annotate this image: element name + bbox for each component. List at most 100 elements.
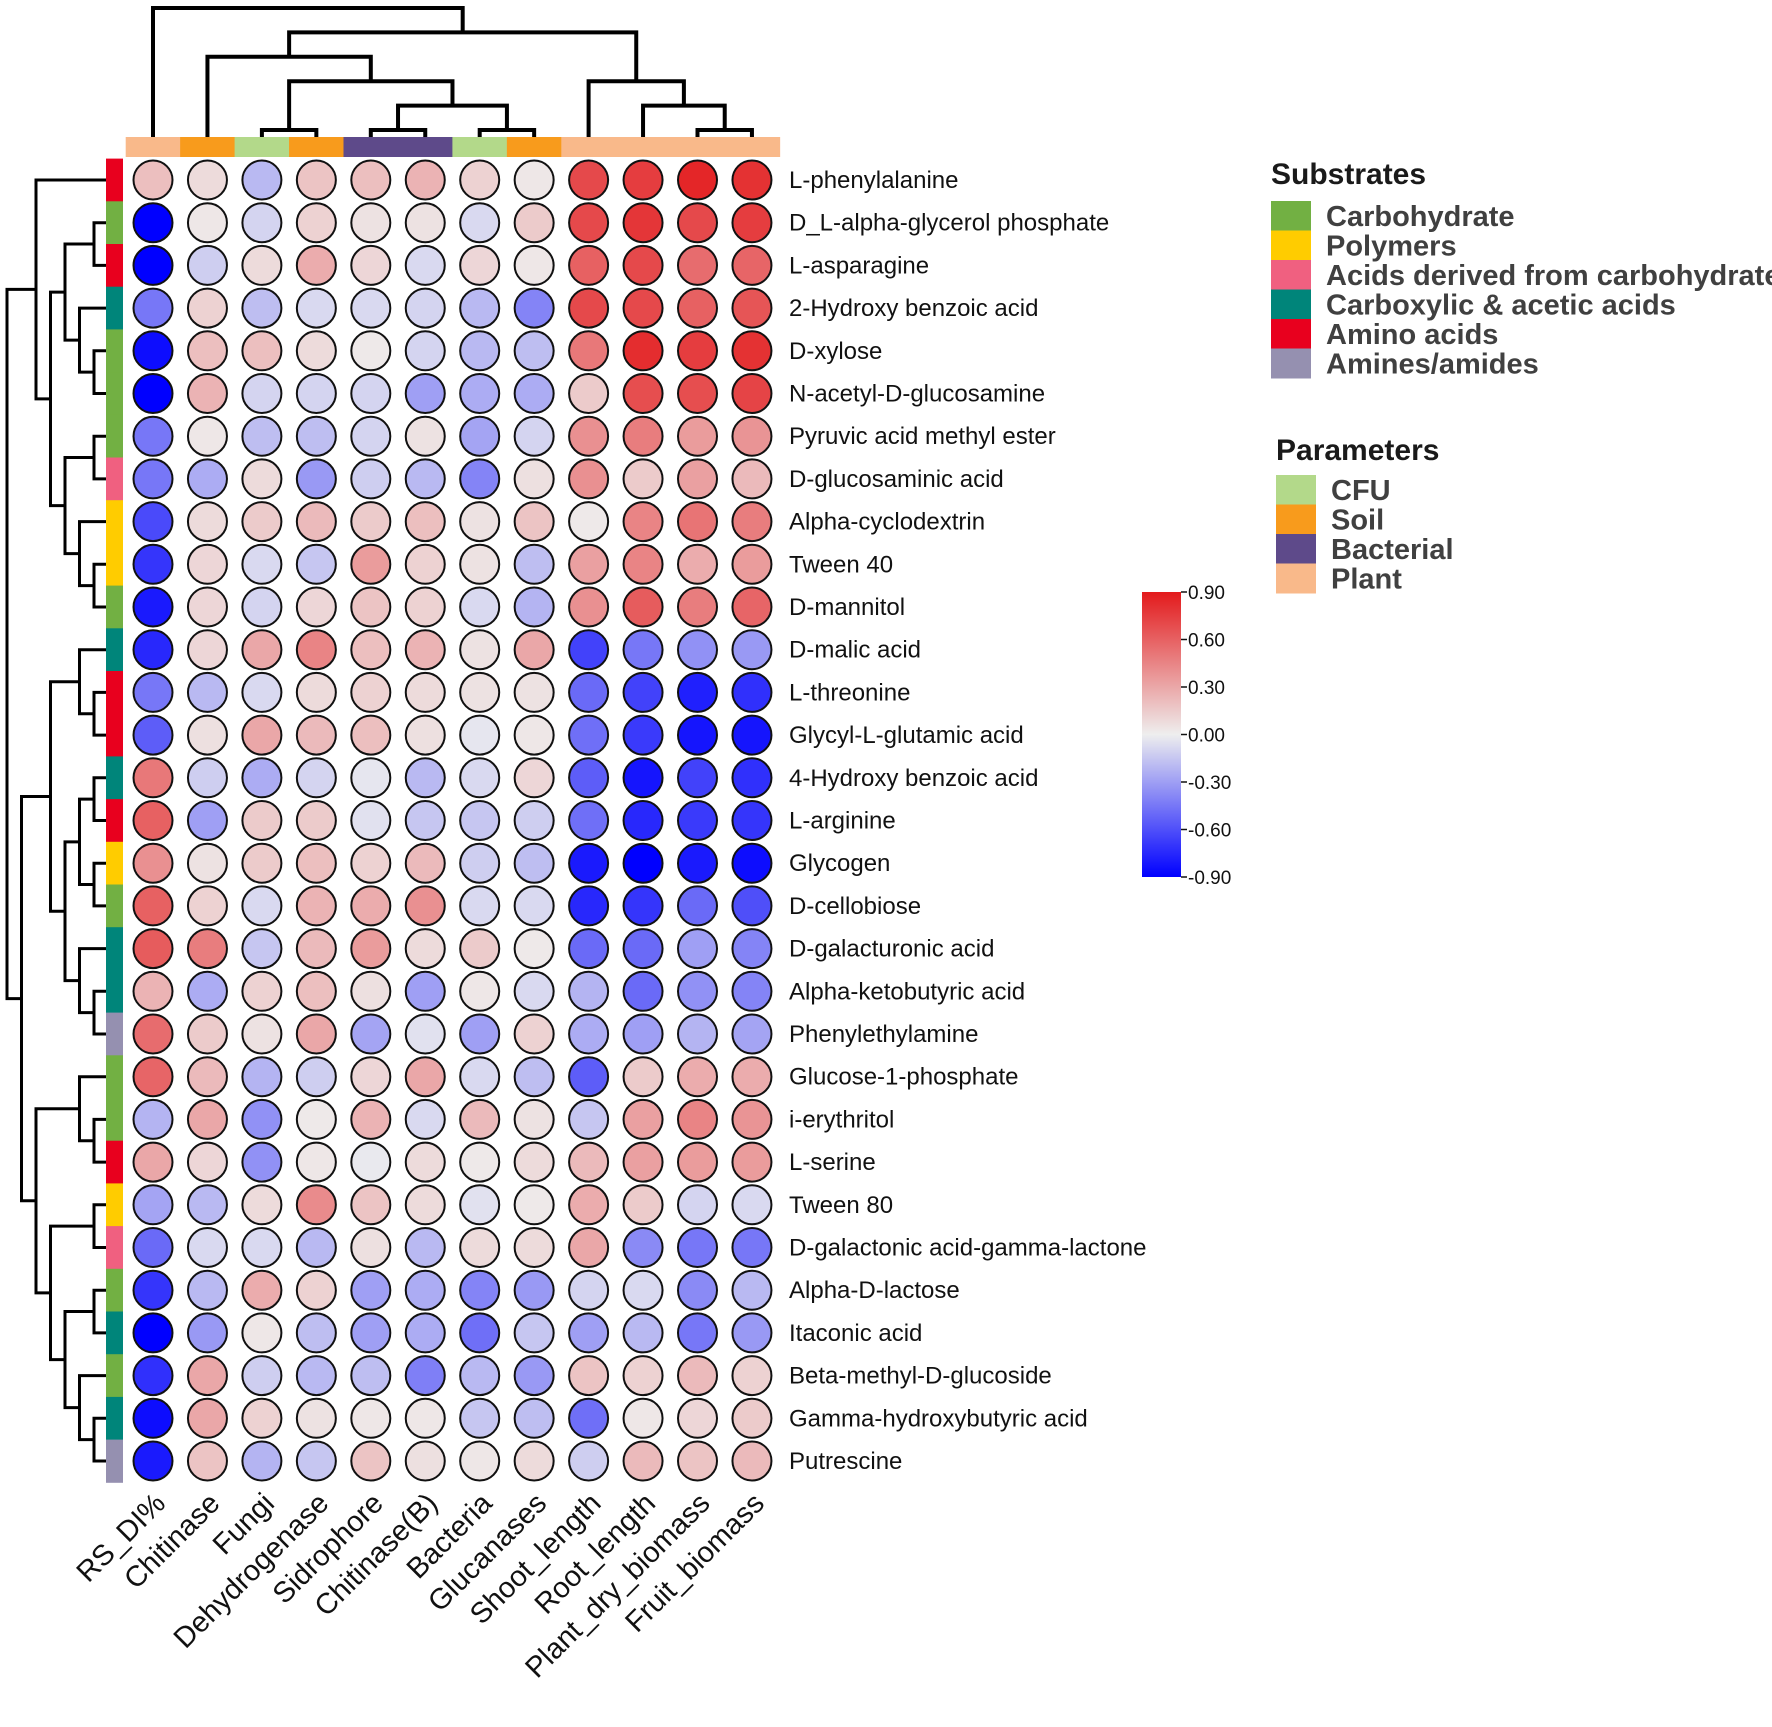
heatmap-cell	[731, 501, 773, 543]
heatmap-cell	[295, 1355, 337, 1397]
heatmap-cell	[295, 757, 337, 799]
heatmap-cell	[132, 885, 174, 927]
dendrogram-branch	[78, 648, 106, 716]
heatmap-cell	[622, 970, 664, 1012]
heatmap-cell	[513, 970, 555, 1012]
column-group-swatch	[289, 137, 345, 157]
dendrogram-branch	[259, 128, 319, 137]
row-label: L-serine	[789, 1149, 876, 1176]
row-label: Glycyl-L-glutamic acid	[789, 722, 1024, 749]
heatmap-cell	[568, 543, 610, 585]
dendrogram-branch	[287, 30, 639, 82]
heatmap-cell	[404, 714, 446, 756]
heatmap-cell	[404, 1184, 446, 1226]
heatmap-cell	[677, 800, 718, 841]
heatmap-cell	[677, 415, 718, 457]
heatmap-cell	[241, 1141, 283, 1183]
column-group-swatch	[561, 137, 617, 157]
heatmap-cell	[241, 1397, 283, 1439]
heatmap-cell	[513, 1184, 555, 1226]
heatmap-cell	[731, 1141, 773, 1183]
heatmap-cell	[404, 1269, 446, 1311]
heatmap-cell	[295, 1440, 337, 1482]
heatmap-cell	[350, 629, 392, 671]
row-label: L-asparagine	[789, 252, 929, 279]
heatmap-cell	[186, 671, 228, 713]
heatmap-cell	[404, 970, 446, 1012]
heatmap-cell	[568, 586, 610, 628]
heatmap-cell	[241, 714, 283, 756]
heatmap-cell	[241, 1312, 283, 1354]
heatmap-cell	[404, 842, 446, 884]
heatmap-cell	[459, 1098, 501, 1140]
heatmap-cell	[350, 757, 392, 799]
heatmap-cell	[186, 1184, 228, 1226]
heatmap-cell	[568, 501, 610, 543]
row-label: D-galacturonic acid	[789, 936, 994, 963]
dendrogram-branch	[641, 103, 727, 137]
column-group-swatch	[506, 137, 563, 157]
heatmap-cell	[677, 202, 718, 244]
heatmap-cell	[350, 373, 392, 414]
heatmap-cell	[350, 1440, 392, 1482]
heatmap-cell	[186, 1098, 228, 1140]
heatmap-cell	[459, 757, 501, 799]
heatmap-cell	[404, 1056, 446, 1098]
legend-item-label: Carbohydrate	[1326, 201, 1515, 233]
heatmap-cell	[622, 202, 664, 244]
heatmap-cell	[186, 501, 228, 543]
heatmap-cell	[459, 1440, 501, 1482]
heatmap-cell	[622, 1312, 664, 1354]
row-label: L-arginine	[789, 808, 896, 835]
heatmap-cell	[677, 1184, 718, 1226]
heatmap-cell	[459, 1397, 501, 1439]
heatmap-cell	[132, 287, 174, 329]
heatmap-cell	[350, 928, 392, 970]
legend-item-label: Amino acids	[1326, 319, 1498, 351]
row-labels: L-phenylalanine D_L-alpha-glycerol phosph…	[789, 167, 1147, 1475]
dendrogram-branch	[92, 1117, 106, 1164]
heatmap-cell	[622, 714, 664, 756]
heatmap-cell	[731, 543, 773, 585]
heatmap-cell	[350, 543, 392, 585]
heatmap-cell	[622, 373, 664, 414]
heatmap-cell	[677, 501, 718, 543]
substrates-legend-title: Substrates	[1271, 158, 1426, 191]
heatmap-cell	[404, 543, 446, 585]
heatmap-cell	[132, 543, 174, 585]
row-label: D-glucosaminic acid	[789, 466, 1004, 493]
dendrogram-branch	[695, 128, 754, 137]
heatmap-cell	[295, 1184, 337, 1226]
heatmap-cell	[186, 287, 228, 329]
heatmap-cell	[295, 159, 337, 201]
heatmap-cell	[677, 885, 718, 927]
heatmap-cell	[568, 970, 610, 1012]
heatmap-cell	[568, 1397, 610, 1439]
heatmap-cell	[459, 159, 501, 201]
heatmap-cell	[350, 330, 392, 372]
heatmap-cell	[295, 244, 337, 286]
row-label: 4-Hydroxy benzoic acid	[789, 765, 1038, 792]
heatmap-cell	[350, 501, 392, 543]
heatmap-cell	[350, 1141, 392, 1183]
heatmap-cell	[350, 458, 392, 500]
colorbar-gradient-bar	[1142, 592, 1181, 877]
heatmap-cell	[677, 1397, 718, 1439]
heatmap-cell	[677, 1013, 718, 1055]
heatmap-cell	[132, 1184, 174, 1226]
heatmap-cell	[622, 458, 664, 500]
heatmap-cell	[459, 373, 501, 414]
heatmap-cell	[513, 885, 555, 927]
heatmap-cell	[459, 800, 501, 841]
heatmap-cell	[241, 1227, 283, 1268]
row-dendrogram	[5, 178, 106, 1463]
heatmap-cell	[186, 159, 228, 201]
heatmap-cell	[241, 800, 283, 841]
heatmap-cell	[568, 714, 610, 756]
heatmap-cell	[132, 1312, 174, 1354]
heatmap-cell	[404, 586, 446, 628]
heatmap-cell	[241, 671, 283, 713]
heatmap-cell	[295, 885, 337, 927]
heatmap-cell	[513, 501, 555, 543]
heatmap-cell	[241, 1056, 283, 1098]
